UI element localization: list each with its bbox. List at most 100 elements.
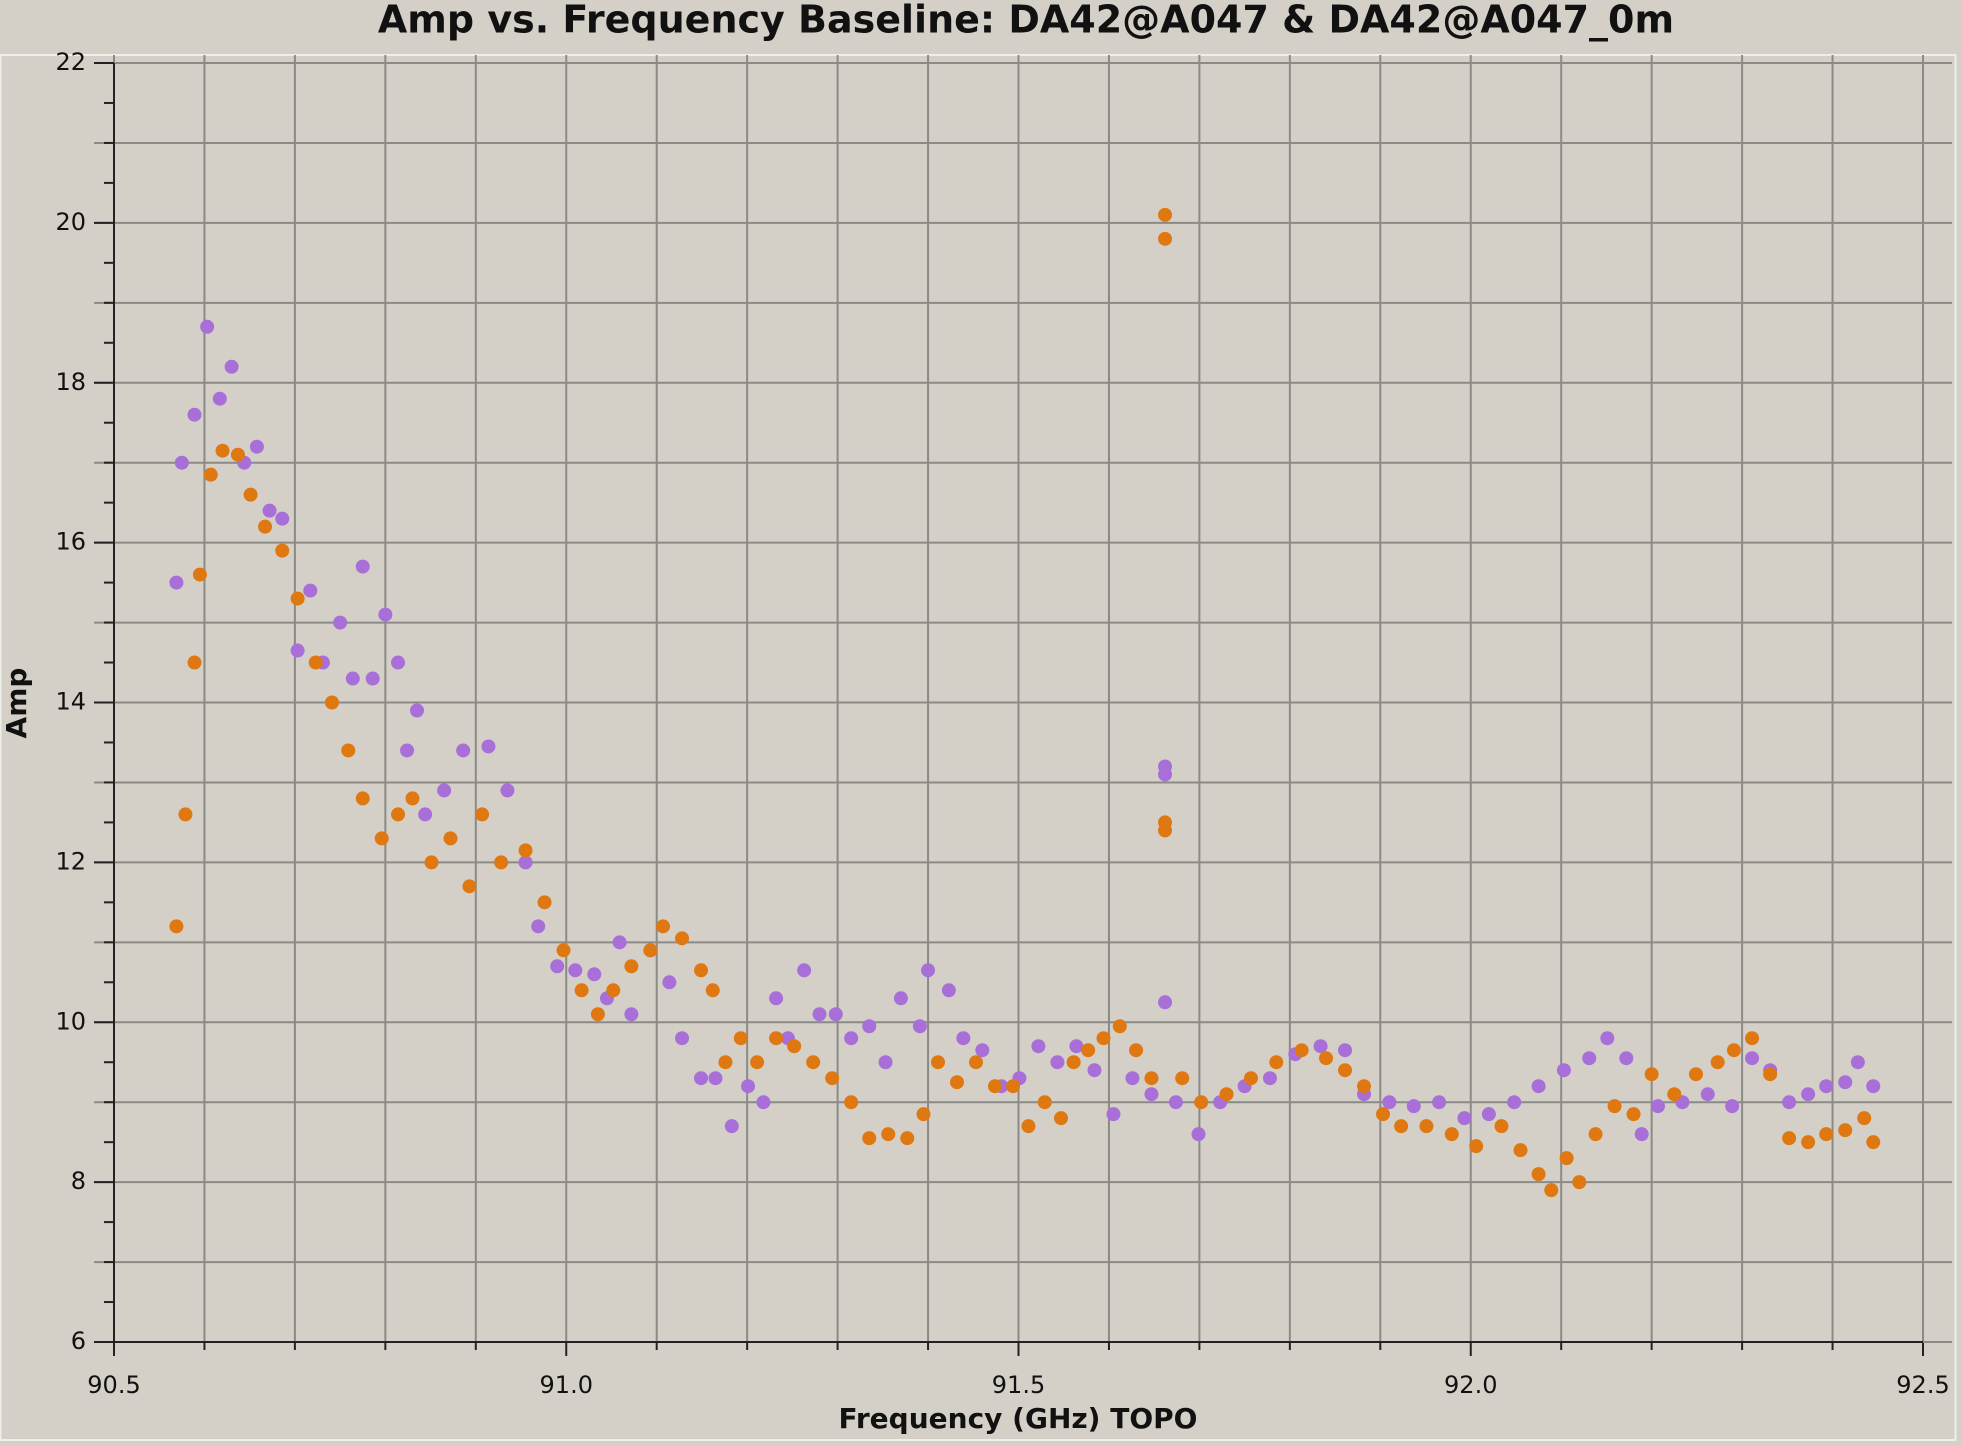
y-tick-label: 6: [71, 1327, 86, 1355]
data-point: [624, 1007, 639, 1022]
data-point: [1507, 1095, 1522, 1110]
y-tick-label: 16: [55, 528, 86, 556]
x-axis-label: Frequency (GHz) TOPO: [839, 1402, 1198, 1435]
data-point: [612, 935, 627, 950]
data-point: [1338, 1063, 1353, 1078]
data-point: [1626, 1107, 1641, 1122]
data-point: [756, 1095, 771, 1110]
data-point: [1745, 1051, 1760, 1066]
x-tick-label: 90.5: [87, 1371, 140, 1399]
data-point: [916, 1107, 931, 1122]
data-point: [418, 807, 433, 822]
data-point: [556, 943, 571, 958]
data-point: [1457, 1111, 1472, 1126]
data-point: [243, 487, 258, 502]
data-point: [912, 1019, 927, 1034]
data-point: [437, 783, 452, 798]
data-point: [1158, 207, 1173, 222]
data-point: [1125, 1071, 1140, 1086]
data-point: [1175, 1071, 1190, 1086]
data-point: [1112, 1019, 1127, 1034]
data-point: [187, 407, 202, 422]
data-point: [975, 1043, 990, 1058]
data-point: [900, 1131, 915, 1146]
data-point: [750, 1055, 765, 1070]
data-point: [1688, 1067, 1703, 1082]
data-point: [1382, 1095, 1397, 1110]
x-tick-label: 91.0: [540, 1371, 593, 1399]
data-point: [797, 963, 812, 978]
data-point: [345, 671, 360, 686]
y-tick-label: 22: [55, 48, 86, 76]
data-point: [1269, 1055, 1284, 1070]
data-point: [1191, 1127, 1206, 1142]
data-point: [1031, 1039, 1046, 1054]
data-point: [844, 1031, 859, 1046]
data-point: [1144, 1071, 1159, 1086]
data-point: [224, 359, 239, 374]
data-point: [930, 1055, 945, 1070]
data-point: [174, 455, 189, 470]
data-point: [1838, 1075, 1853, 1090]
x-tick-label: 92.5: [1896, 1371, 1949, 1399]
data-point: [1782, 1095, 1797, 1110]
data-point: [1801, 1135, 1816, 1150]
data-point: [1667, 1087, 1682, 1102]
y-tick-label: 20: [55, 208, 86, 236]
data-point: [1054, 1111, 1069, 1126]
data-point: [1243, 1071, 1258, 1086]
data-point: [568, 963, 583, 978]
data-point: [1494, 1119, 1509, 1134]
data-point: [1313, 1039, 1328, 1054]
data-point: [1726, 1043, 1741, 1058]
data-point: [718, 1055, 733, 1070]
data-point: [518, 855, 533, 870]
data-point: [378, 607, 393, 622]
x-tick-label: 91.5: [992, 1371, 1045, 1399]
data-point: [1782, 1131, 1797, 1146]
data-point: [806, 1055, 821, 1070]
data-point: [1069, 1039, 1084, 1054]
data-point: [1513, 1143, 1528, 1158]
data-point: [733, 1031, 748, 1046]
data-point: [249, 439, 264, 454]
data-point: [333, 615, 348, 630]
data-point: [675, 1031, 690, 1046]
data-point: [200, 319, 215, 334]
data-point: [1096, 1031, 1111, 1046]
data-point: [1819, 1079, 1834, 1094]
data-point: [290, 591, 305, 606]
data-point: [1406, 1099, 1421, 1114]
data-point: [787, 1039, 802, 1054]
data-point: [1700, 1087, 1715, 1102]
data-point: [1432, 1095, 1447, 1110]
data-point: [203, 467, 218, 482]
data-point: [275, 511, 290, 526]
data-point: [215, 443, 230, 458]
data-point: [494, 855, 509, 870]
data-point: [1006, 1079, 1021, 1094]
data-point: [443, 831, 458, 846]
data-point: [1376, 1107, 1391, 1122]
data-point: [355, 559, 370, 574]
data-point: [1081, 1043, 1096, 1058]
data-point: [878, 1055, 893, 1070]
data-point: [1607, 1099, 1622, 1114]
data-point: [968, 1055, 983, 1070]
data-point: [956, 1031, 971, 1046]
data-point: [1531, 1167, 1546, 1182]
data-point: [987, 1079, 1002, 1094]
data-point: [825, 1071, 840, 1086]
data-point: [1394, 1119, 1409, 1134]
data-point: [1745, 1031, 1760, 1046]
data-point: [187, 655, 202, 670]
data-point: [169, 575, 184, 590]
data-point: [1619, 1051, 1634, 1066]
data-point: [1168, 1095, 1183, 1110]
data-point: [475, 807, 490, 822]
data-point: [769, 991, 784, 1006]
data-point: [303, 583, 318, 598]
data-point: [1572, 1175, 1587, 1190]
data-point: [893, 991, 908, 1006]
